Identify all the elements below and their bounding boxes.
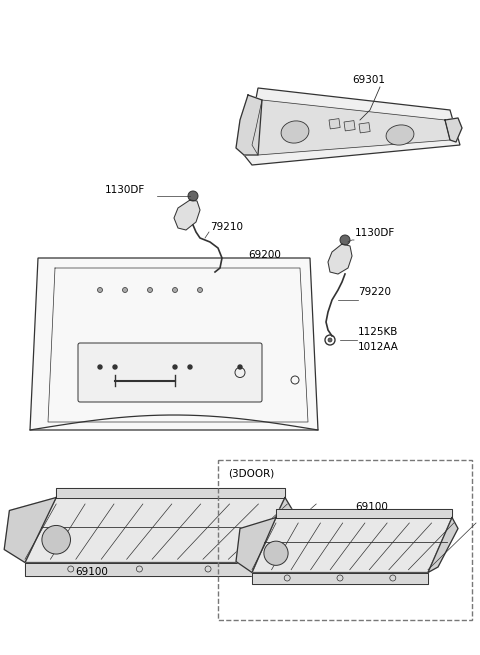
Text: 1130DF: 1130DF	[105, 185, 145, 195]
Polygon shape	[254, 498, 293, 563]
Bar	[329, 119, 340, 129]
Circle shape	[173, 365, 177, 369]
Circle shape	[122, 288, 128, 293]
Ellipse shape	[281, 121, 309, 143]
Polygon shape	[236, 95, 262, 155]
Circle shape	[238, 365, 242, 369]
Polygon shape	[428, 517, 458, 572]
Circle shape	[264, 541, 288, 565]
Circle shape	[113, 365, 117, 369]
Text: 1125KB: 1125KB	[358, 327, 398, 337]
Text: 79210: 79210	[210, 222, 243, 232]
Text: 1012AA: 1012AA	[358, 342, 399, 352]
Circle shape	[328, 338, 332, 342]
Polygon shape	[25, 563, 254, 576]
Polygon shape	[445, 118, 462, 142]
Polygon shape	[252, 517, 452, 572]
Text: 1130DF: 1130DF	[355, 228, 395, 238]
Circle shape	[97, 288, 103, 293]
Circle shape	[197, 288, 203, 293]
Circle shape	[98, 365, 102, 369]
Polygon shape	[328, 244, 352, 274]
Polygon shape	[174, 200, 200, 230]
Text: 69100: 69100	[75, 567, 108, 577]
Circle shape	[340, 235, 350, 245]
Ellipse shape	[386, 125, 414, 145]
Text: 69100: 69100	[355, 502, 388, 512]
Polygon shape	[56, 488, 285, 498]
Circle shape	[42, 525, 71, 554]
Circle shape	[188, 365, 192, 369]
Bar	[344, 121, 355, 131]
FancyBboxPatch shape	[78, 343, 262, 402]
Polygon shape	[276, 509, 452, 517]
Text: 69301: 69301	[352, 75, 385, 85]
Text: (3DOOR): (3DOOR)	[228, 468, 274, 478]
Polygon shape	[4, 498, 56, 563]
Text: 69200: 69200	[248, 250, 281, 260]
Polygon shape	[236, 517, 276, 572]
Polygon shape	[30, 258, 318, 430]
Polygon shape	[25, 498, 285, 563]
Polygon shape	[244, 88, 460, 165]
Circle shape	[188, 191, 198, 201]
Polygon shape	[252, 100, 450, 155]
Circle shape	[147, 288, 153, 293]
Bar	[359, 122, 370, 133]
Circle shape	[172, 288, 178, 293]
Polygon shape	[252, 572, 428, 584]
Text: 79220: 79220	[358, 287, 391, 297]
